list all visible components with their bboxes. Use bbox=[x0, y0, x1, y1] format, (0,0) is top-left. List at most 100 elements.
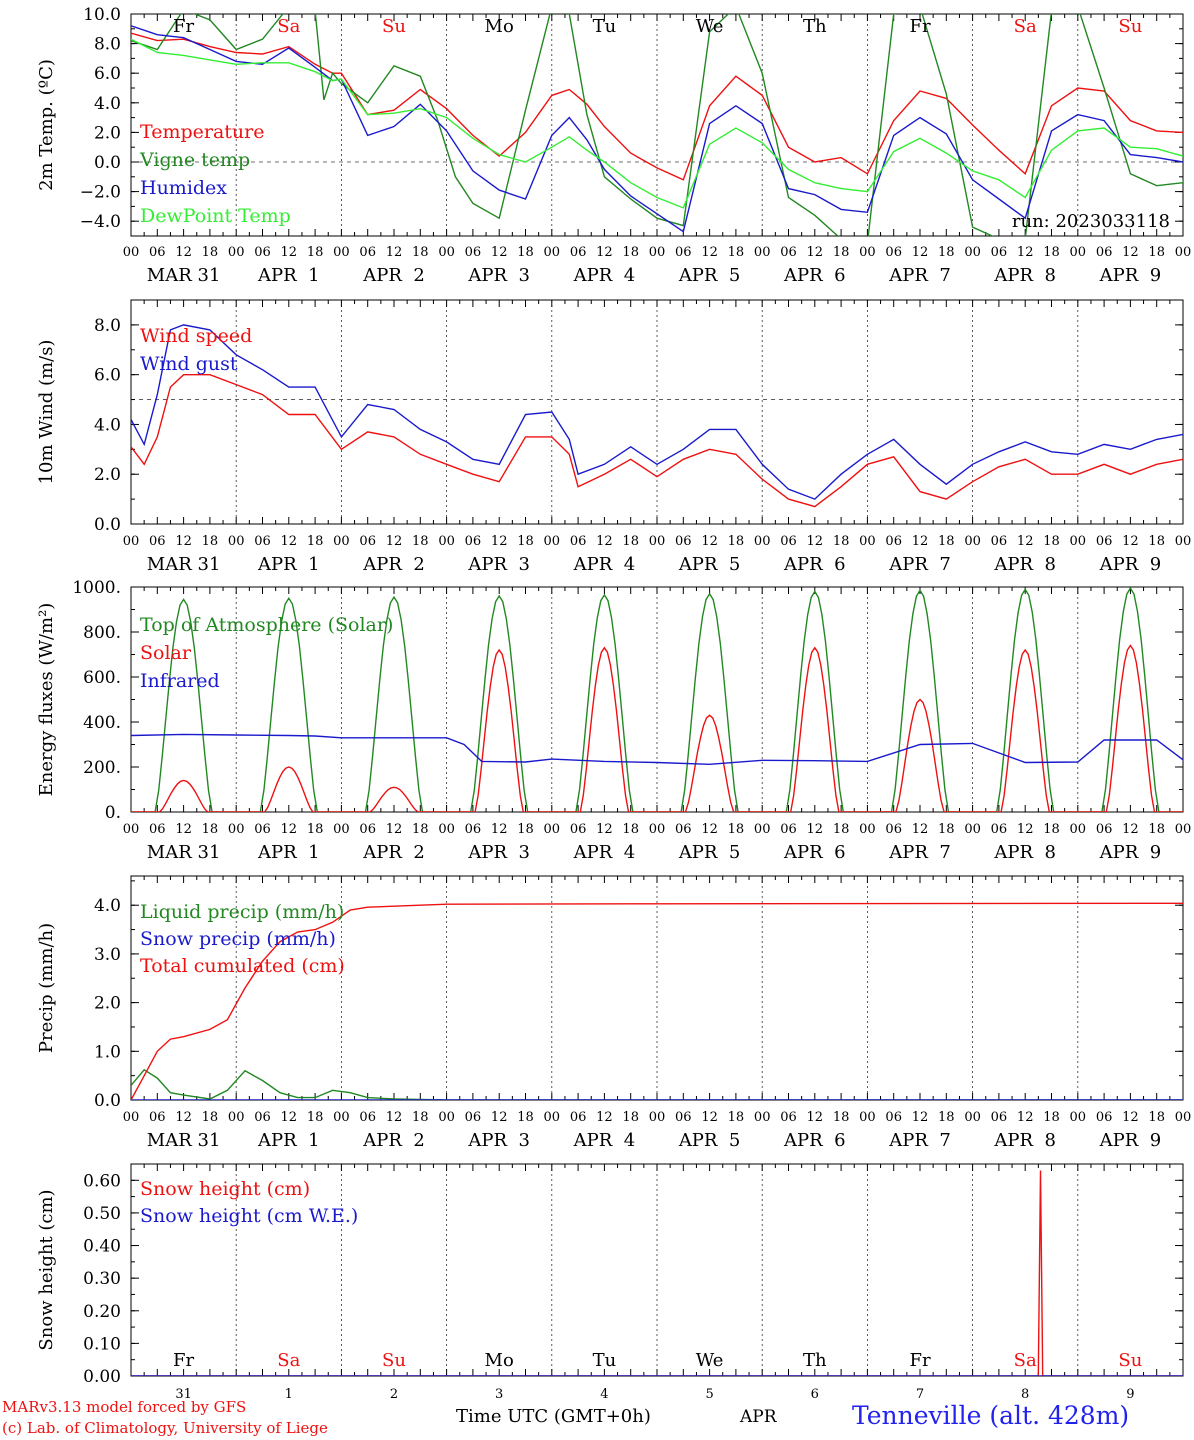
hour-label: 00 bbox=[333, 534, 350, 549]
date-label: APR 9 bbox=[1099, 1130, 1162, 1151]
hour-label: 18 bbox=[833, 822, 850, 837]
date-label: APR 6 bbox=[783, 265, 846, 286]
date-label: APR 1 bbox=[257, 265, 320, 286]
hour-label: 18 bbox=[938, 245, 955, 260]
hour-label: 12 bbox=[1017, 822, 1034, 837]
date-label: MAR 31 bbox=[147, 265, 221, 286]
hour-label: 06 bbox=[149, 534, 166, 549]
series-line bbox=[131, 374, 1183, 508]
hour-label: 18 bbox=[938, 822, 955, 837]
hour-label: 00 bbox=[964, 245, 981, 260]
date-label: APR 2 bbox=[362, 1130, 425, 1151]
legend-entry: Snow precip (mm/h) bbox=[140, 928, 336, 950]
day-number: 6 bbox=[811, 1387, 819, 1402]
hour-label: 12 bbox=[807, 1110, 824, 1125]
hour-label: 12 bbox=[1017, 245, 1034, 260]
hour-label: 06 bbox=[1096, 534, 1113, 549]
y-tick-label: 4.0 bbox=[94, 415, 121, 435]
hour-label: 06 bbox=[359, 1110, 376, 1125]
date-label: APR 2 bbox=[362, 265, 425, 286]
time-axis-title: Time UTC (GMT+0h) bbox=[456, 1406, 651, 1427]
y-tick-label: 6.0 bbox=[94, 64, 121, 84]
y-tick-label: 10.0 bbox=[83, 5, 121, 25]
month-label: APR bbox=[740, 1407, 777, 1427]
hour-label: 00 bbox=[228, 1110, 245, 1125]
hour-label: 06 bbox=[254, 1110, 271, 1125]
hour-label: 18 bbox=[202, 534, 219, 549]
hour-label: 00 bbox=[1175, 534, 1192, 549]
hour-label: 06 bbox=[465, 1110, 482, 1125]
date-label: APR 7 bbox=[888, 265, 951, 286]
hour-label: 12 bbox=[701, 245, 718, 260]
weekday-label: Mo bbox=[485, 16, 514, 37]
hour-label: 12 bbox=[596, 245, 613, 260]
hour-label: 12 bbox=[596, 1110, 613, 1125]
hour-label: 00 bbox=[964, 822, 981, 837]
hour-label: 18 bbox=[1148, 1110, 1165, 1125]
hour-label: 06 bbox=[465, 245, 482, 260]
hour-label: 12 bbox=[596, 534, 613, 549]
hour-label: 18 bbox=[307, 534, 324, 549]
hour-label: 00 bbox=[649, 245, 666, 260]
y-tick-label: 0.0 bbox=[94, 153, 121, 173]
location-label: Tenneville (alt. 428m) bbox=[852, 1401, 1130, 1430]
y-tick-label: 0.40 bbox=[83, 1237, 121, 1257]
date-label: APR 9 bbox=[1099, 554, 1162, 575]
hour-label: 06 bbox=[1096, 245, 1113, 260]
hour-label: 18 bbox=[938, 1110, 955, 1125]
hour-label: 18 bbox=[622, 245, 639, 260]
hour-label: 12 bbox=[1017, 534, 1034, 549]
y-tick-label: 2.0 bbox=[94, 465, 121, 485]
y-tick-label: 1.0 bbox=[94, 1042, 121, 1062]
hour-label: 18 bbox=[728, 1110, 745, 1125]
legend-entry: Liquid precip (mm/h) bbox=[140, 901, 344, 923]
hour-label: 00 bbox=[123, 1110, 140, 1125]
y-tick-label: 2.0 bbox=[94, 123, 121, 143]
y-tick-label: 0.30 bbox=[83, 1269, 121, 1289]
y-tick-label: 0.00 bbox=[83, 1367, 121, 1387]
hour-label: 06 bbox=[675, 245, 692, 260]
hour-label: 00 bbox=[859, 534, 876, 549]
date-label: APR 4 bbox=[573, 1130, 636, 1151]
hour-label: 00 bbox=[754, 1110, 771, 1125]
hour-label: 06 bbox=[991, 822, 1008, 837]
hour-label: 00 bbox=[438, 245, 455, 260]
date-label: APR 3 bbox=[467, 265, 530, 286]
hour-label: 12 bbox=[281, 822, 298, 837]
hour-label: 12 bbox=[175, 822, 192, 837]
y-tick-label: 0. bbox=[105, 803, 121, 823]
y-axis-label: Energy fluxes (W/m²) bbox=[36, 603, 57, 797]
hour-label: 06 bbox=[991, 1110, 1008, 1125]
hour-label: 06 bbox=[359, 245, 376, 260]
y-tick-label: 2.0 bbox=[94, 994, 121, 1014]
hour-label: 18 bbox=[517, 534, 534, 549]
weekday-label: Th bbox=[803, 1350, 827, 1371]
hour-label: 00 bbox=[649, 822, 666, 837]
hour-label: 00 bbox=[754, 822, 771, 837]
hour-label: 06 bbox=[465, 822, 482, 837]
date-label: APR 1 bbox=[257, 1130, 320, 1151]
date-label: APR 8 bbox=[993, 842, 1056, 863]
weekday-label: Su bbox=[382, 1350, 406, 1371]
hour-label: 00 bbox=[964, 534, 981, 549]
y-tick-label: 3.0 bbox=[94, 945, 121, 965]
date-label: APR 4 bbox=[573, 265, 636, 286]
series-line bbox=[131, 644, 1183, 812]
legend-entry: Solar bbox=[140, 642, 192, 664]
hour-label: 18 bbox=[412, 1110, 429, 1125]
y-tick-label: 800. bbox=[83, 623, 121, 643]
weekday-label: Sa bbox=[277, 1350, 300, 1371]
y-tick-label: 0.20 bbox=[83, 1302, 121, 1322]
series-line bbox=[131, 1068, 1183, 1100]
hour-label: 00 bbox=[859, 245, 876, 260]
hour-label: 18 bbox=[412, 534, 429, 549]
day-number: 31 bbox=[175, 1387, 192, 1402]
hour-label: 00 bbox=[1070, 1110, 1087, 1125]
hour-label: 06 bbox=[359, 534, 376, 549]
day-number: 1 bbox=[285, 1387, 293, 1402]
y-tick-label: 8.0 bbox=[94, 35, 121, 55]
hour-label: 06 bbox=[570, 534, 587, 549]
hour-label: 00 bbox=[1175, 1110, 1192, 1125]
legend-entry: Snow height (cm W.E.) bbox=[140, 1205, 358, 1227]
hour-label: 06 bbox=[359, 822, 376, 837]
